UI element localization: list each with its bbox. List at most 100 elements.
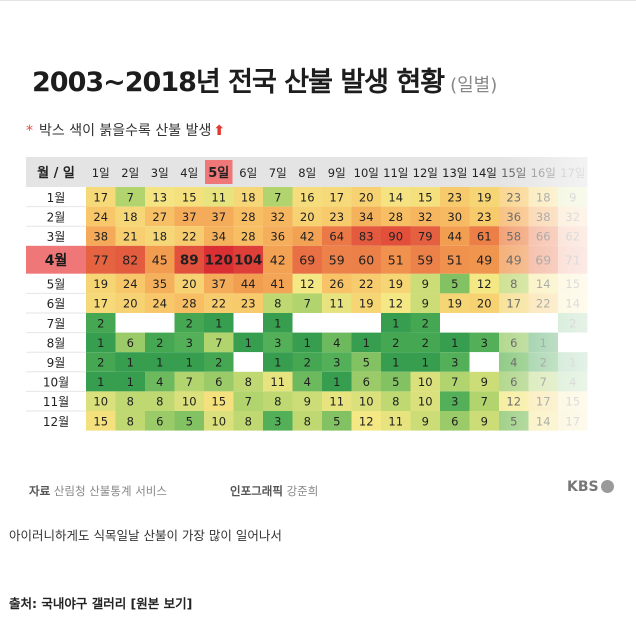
heatmap-cell <box>469 411 499 431</box>
heatmap-cell <box>115 332 145 353</box>
data-label: 28 <box>388 210 403 224</box>
row-header-bg <box>26 391 86 411</box>
data-label: 37 <box>211 210 226 224</box>
heatmap-cell <box>292 226 322 246</box>
row-header-bg <box>26 411 86 431</box>
heatmap-cell <box>322 226 352 246</box>
heatmap-cell <box>322 206 352 227</box>
heatmap-cell <box>204 245 234 274</box>
heatmap-cell <box>145 226 175 246</box>
footer-graphic-credit: 인포그래픽 강준희 <box>230 483 318 499</box>
data-label: 82 <box>122 252 138 267</box>
heatmap-cell <box>381 391 411 411</box>
data-label: 1 <box>422 356 429 370</box>
x-tick-label: 8일 <box>298 166 316 180</box>
heatmap-cell <box>174 391 204 411</box>
data-label: 1 <box>127 356 134 370</box>
data-label: 15 <box>418 190 433 204</box>
data-label: 20 <box>477 297 492 311</box>
data-label: 27 <box>152 210 167 224</box>
data-label: 15 <box>93 414 108 428</box>
heatmap-cell <box>410 332 440 353</box>
y-tick-label: 5월 <box>47 278 66 292</box>
heatmap-cell <box>410 293 440 313</box>
heatmap-cell <box>204 313 234 333</box>
data-label: 17 <box>329 190 344 204</box>
data-label: 41 <box>270 277 285 291</box>
data-label: 9 <box>481 375 488 389</box>
data-label: 3 <box>186 336 193 350</box>
data-label: 69 <box>299 252 315 267</box>
data-label: 51 <box>447 252 463 267</box>
heatmap-cell <box>86 411 116 431</box>
data-label: 1 <box>127 375 134 389</box>
heatmap-cell <box>174 332 204 353</box>
heatmap-cell <box>469 371 499 392</box>
data-label: 8 <box>304 414 311 428</box>
data-label: 9 <box>304 395 311 409</box>
data-label: 15 <box>182 190 197 204</box>
data-label: 30 <box>447 210 462 224</box>
data-label: 1 <box>245 336 252 350</box>
heatmap-cell <box>174 411 204 431</box>
heatmap-cell <box>86 391 116 411</box>
heatmap-cell <box>440 391 470 411</box>
data-label: 10 <box>211 414 226 428</box>
heatmap-cell <box>233 273 263 294</box>
heatmap-cell <box>469 226 499 246</box>
data-label: 19 <box>93 277 108 291</box>
x-tick-label: 7일 <box>269 166 287 180</box>
data-label: 17 <box>93 190 108 204</box>
heatmap-cell <box>351 187 381 207</box>
asterisk-icon: * <box>26 123 33 139</box>
y-tick-label: 6월 <box>47 297 66 311</box>
x-tick-label: 3일 <box>151 166 169 180</box>
data-label: 9 <box>422 414 429 428</box>
heatmap-cell <box>410 391 440 411</box>
data-label: 1 <box>274 316 281 330</box>
heatmap-cell <box>174 206 204 227</box>
data-label: 59 <box>417 252 433 267</box>
heatmap-cell <box>115 187 145 207</box>
data-label: 7 <box>274 190 281 204</box>
heatmap-cell <box>204 273 234 294</box>
data-label: 3 <box>274 414 281 428</box>
heatmap-cell <box>381 293 411 313</box>
data-label: 3 <box>451 356 458 370</box>
heatmap-cell <box>86 313 116 333</box>
heatmap-cell <box>322 187 352 207</box>
heatmap-cell <box>322 411 352 431</box>
x-tick-label: 10일 <box>354 166 379 180</box>
data-label: 5 <box>363 356 370 370</box>
heatmap-cell <box>381 187 411 207</box>
data-label: 3 <box>333 356 340 370</box>
heatmap-cell <box>469 273 499 294</box>
data-label: 13 <box>152 190 167 204</box>
row-header-bg <box>26 273 86 294</box>
heatmap-cell <box>351 371 381 392</box>
y-tick-label: 4월 <box>45 252 68 269</box>
heatmap-cell <box>145 332 175 353</box>
data-label: 11 <box>270 375 285 389</box>
data-label: 28 <box>182 297 197 311</box>
data-label: 2 <box>422 316 429 330</box>
heatmap-cell <box>381 245 411 274</box>
kbs-logo-eye-icon <box>600 480 614 493</box>
heatmap-cell <box>410 226 440 246</box>
data-label: 4 <box>156 375 163 389</box>
y-tick-label: 1월 <box>47 191 66 205</box>
post-source-link[interactable]: 출처: 국내야구 갤러리 [원본 보기] <box>9 596 193 611</box>
heatmap-cell <box>115 411 145 431</box>
heatmap-cell <box>322 313 352 333</box>
heatmap-cell <box>145 411 175 431</box>
data-label: 3 <box>274 336 281 350</box>
data-label: 8 <box>127 395 134 409</box>
data-label: 22 <box>211 297 226 311</box>
heatmap-cell <box>351 352 381 372</box>
data-label: 20 <box>123 297 138 311</box>
data-label: 8 <box>274 297 281 311</box>
heatmap-cell <box>410 352 440 372</box>
heatmap-cell <box>351 245 381 274</box>
heatmap-cell <box>292 293 322 313</box>
data-label: 1 <box>304 336 311 350</box>
